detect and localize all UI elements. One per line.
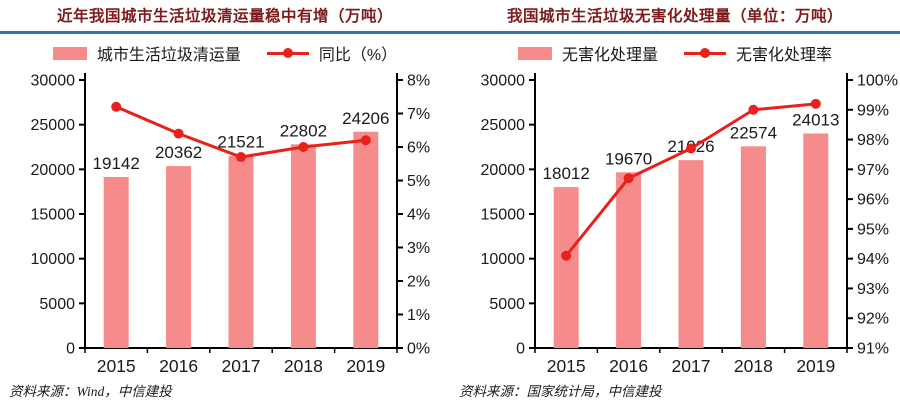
line-point bbox=[236, 152, 246, 163]
y-right-tick-label: 1% bbox=[407, 307, 430, 324]
line-point bbox=[686, 143, 696, 154]
source-note-left: 资料来源：Wind，中信建投 bbox=[9, 384, 172, 399]
y-right-tick-label: 91% bbox=[857, 341, 889, 358]
bar-value-label: 19142 bbox=[93, 154, 140, 173]
legend-bar-swatch bbox=[52, 46, 87, 60]
bar bbox=[353, 131, 379, 348]
bar-value-label: 22802 bbox=[280, 121, 327, 140]
y-right-tick-label: 2% bbox=[407, 274, 430, 291]
x-category-label: 2015 bbox=[547, 356, 586, 376]
legend-line-swatch bbox=[684, 48, 726, 58]
bar-value-label: 20362 bbox=[155, 143, 202, 162]
legend-left: 城市生活垃圾清运量 同比（%） bbox=[0, 39, 450, 67]
legend-line-swatch bbox=[266, 48, 309, 58]
y-right-tick-label: 98% bbox=[857, 132, 889, 149]
legend-line-dot-icon bbox=[700, 48, 710, 58]
bar bbox=[678, 160, 704, 348]
bar bbox=[290, 144, 316, 348]
y-left-tick-label: 25000 bbox=[481, 117, 526, 134]
chart-title-right: 我国城市生活垃圾无害化处理量（单位：万吨） bbox=[506, 8, 843, 25]
x-category-label: 2018 bbox=[284, 356, 323, 376]
chart-header-left: 近年我国城市生活垃圾清运量稳中有增（万吨） bbox=[0, 0, 450, 34]
x-category-label: 2019 bbox=[346, 356, 385, 376]
line-point bbox=[810, 98, 821, 109]
line-point bbox=[748, 104, 759, 115]
y-right-tick-label: 4% bbox=[407, 207, 430, 224]
y-right-tick-label: 100% bbox=[857, 73, 898, 90]
y-right-tick-label: 94% bbox=[857, 251, 889, 268]
y-right-tick-label: 3% bbox=[407, 240, 430, 257]
y-right-tick-label: 93% bbox=[857, 281, 889, 298]
y-right-tick-label: 95% bbox=[857, 221, 889, 238]
chart-title-left: 近年我国城市生活垃圾清运量稳中有增（万吨） bbox=[56, 8, 393, 25]
combo-chart-canvas-left: 0 5000 10000 15000 20000 25000 30000 0% 1% 2% 3% 4%… bbox=[31, 73, 431, 377]
legend-bar-label: 无害化处理量 bbox=[561, 47, 658, 64]
bar bbox=[228, 155, 254, 348]
bar bbox=[553, 187, 579, 348]
y-left-tick-label: 15000 bbox=[481, 207, 526, 224]
bar bbox=[740, 146, 766, 348]
bar-value-label: 24206 bbox=[342, 109, 389, 128]
y-left-tick-label: 15000 bbox=[31, 207, 76, 224]
bar bbox=[166, 166, 192, 348]
y-left-tick-label: 5000 bbox=[489, 296, 525, 313]
y-right-tick-label: 99% bbox=[857, 102, 889, 119]
y-right-tick-label: 96% bbox=[857, 192, 889, 209]
line-point bbox=[173, 128, 184, 139]
bar-value-label: 19670 bbox=[605, 149, 652, 168]
chart-header-right: 我国城市生活垃圾无害化处理量（单位：万吨） bbox=[450, 0, 900, 34]
y-right-tick-label: 8% bbox=[407, 73, 430, 90]
y-left-tick-label: 30000 bbox=[481, 73, 526, 90]
y-right-tick-label: 6% bbox=[407, 140, 430, 157]
y-left-tick-label: 0 bbox=[66, 341, 75, 358]
line-point bbox=[111, 101, 122, 112]
combo-chart-canvas-right: 0 5000 10000 15000 20000 25000 30000 91% 92% 93% 9… bbox=[481, 73, 898, 377]
y-left-tick-label: 20000 bbox=[31, 162, 76, 179]
y-right-tick-label: 92% bbox=[857, 311, 889, 328]
x-category-label: 2016 bbox=[609, 356, 648, 376]
x-category-label: 2019 bbox=[796, 356, 835, 376]
legend-right: 无害化处理量 无害化处理率 bbox=[450, 39, 900, 67]
legend-line-label: 无害化处理率 bbox=[736, 47, 833, 64]
bar-value-label: 24013 bbox=[792, 110, 839, 129]
legend-line-label: 同比（%） bbox=[318, 47, 398, 64]
y-left-tick-label: 10000 bbox=[481, 251, 526, 268]
bar-value-label: 18012 bbox=[543, 164, 590, 183]
y-left-tick-label: 10000 bbox=[31, 251, 76, 268]
y-right-tick-label: 5% bbox=[407, 173, 430, 190]
x-category-label: 2017 bbox=[222, 356, 261, 376]
bar bbox=[616, 172, 642, 348]
y-right-tick-label: 0% bbox=[407, 341, 430, 358]
x-category-label: 2018 bbox=[734, 356, 773, 376]
line-point bbox=[561, 250, 572, 261]
bar bbox=[103, 176, 129, 348]
y-left-tick-label: 5000 bbox=[39, 296, 75, 313]
legend-bar-label: 城市生活垃圾清运量 bbox=[96, 47, 241, 64]
bar-value-label: 21521 bbox=[217, 133, 264, 152]
bar bbox=[803, 133, 829, 348]
y-left-tick-label: 0 bbox=[516, 341, 525, 358]
bar-value-label: 22574 bbox=[730, 123, 777, 142]
y-left-tick-label: 30000 bbox=[31, 73, 76, 90]
legend-line-dot-icon bbox=[282, 48, 293, 58]
y-right-tick-label: 7% bbox=[407, 106, 430, 123]
legend-bar-swatch bbox=[517, 46, 552, 60]
chart-panel-right: 我国城市生活垃圾无害化处理量（单位：万吨） 无害化处理量 无害化处理率 0 500… bbox=[450, 0, 900, 404]
y-left-tick-label: 20000 bbox=[481, 162, 526, 179]
x-category-label: 2015 bbox=[97, 356, 136, 376]
chart-panel-left: 近年我国城市生活垃圾清运量稳中有增（万吨） 城市生活垃圾清运量 同比（%） 0 5… bbox=[0, 0, 450, 399]
line-point bbox=[298, 142, 309, 152]
line-point bbox=[623, 173, 634, 184]
x-category-label: 2017 bbox=[672, 356, 711, 376]
source-note-right: 资料来源：国家统计局，中信建投 bbox=[459, 384, 662, 399]
x-category-label: 2016 bbox=[159, 356, 198, 376]
y-left-tick-label: 25000 bbox=[31, 117, 76, 134]
line-point bbox=[360, 135, 371, 146]
y-right-tick-label: 97% bbox=[857, 162, 889, 179]
